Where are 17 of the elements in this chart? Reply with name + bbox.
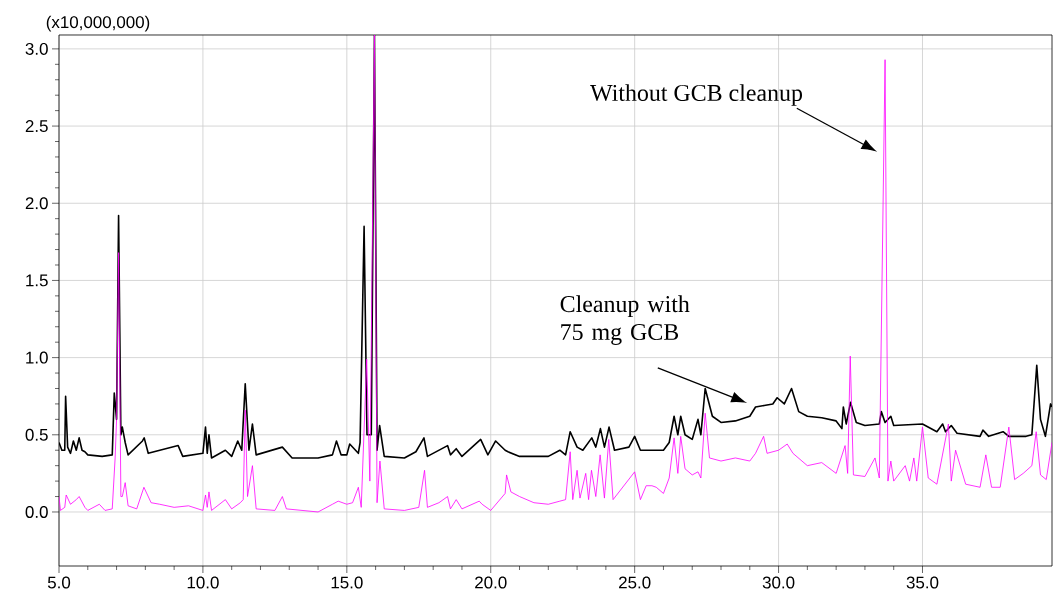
x-tick-label: 10.0 [187, 576, 219, 589]
x-tick-label: 5.0 [47, 576, 71, 589]
y-tick-label: 2.0 [25, 197, 48, 210]
y-axis-title: (x10,000,000) [46, 15, 150, 32]
y-tick-label: 1.5 [26, 274, 48, 287]
x-tick-label: 25.0 [619, 576, 651, 589]
x-tick-label: 30.0 [762, 576, 795, 589]
annotation: Cleanup with 75 mg GCB [560, 295, 690, 345]
x-tick-label: 15.0 [331, 576, 363, 589]
y-tick-label: 2.5 [25, 120, 48, 133]
y-tick-label: 3.0 [25, 42, 48, 55]
annotation: Without GCB cleanup [590, 84, 803, 106]
y-tick-label: 0.5 [25, 428, 48, 441]
x-tick-label: 20.0 [475, 576, 507, 589]
y-tick-label: 1.0 [26, 351, 48, 364]
x-tick-label: 35.0 [906, 576, 939, 589]
y-tick-label: 0.0 [25, 505, 48, 518]
